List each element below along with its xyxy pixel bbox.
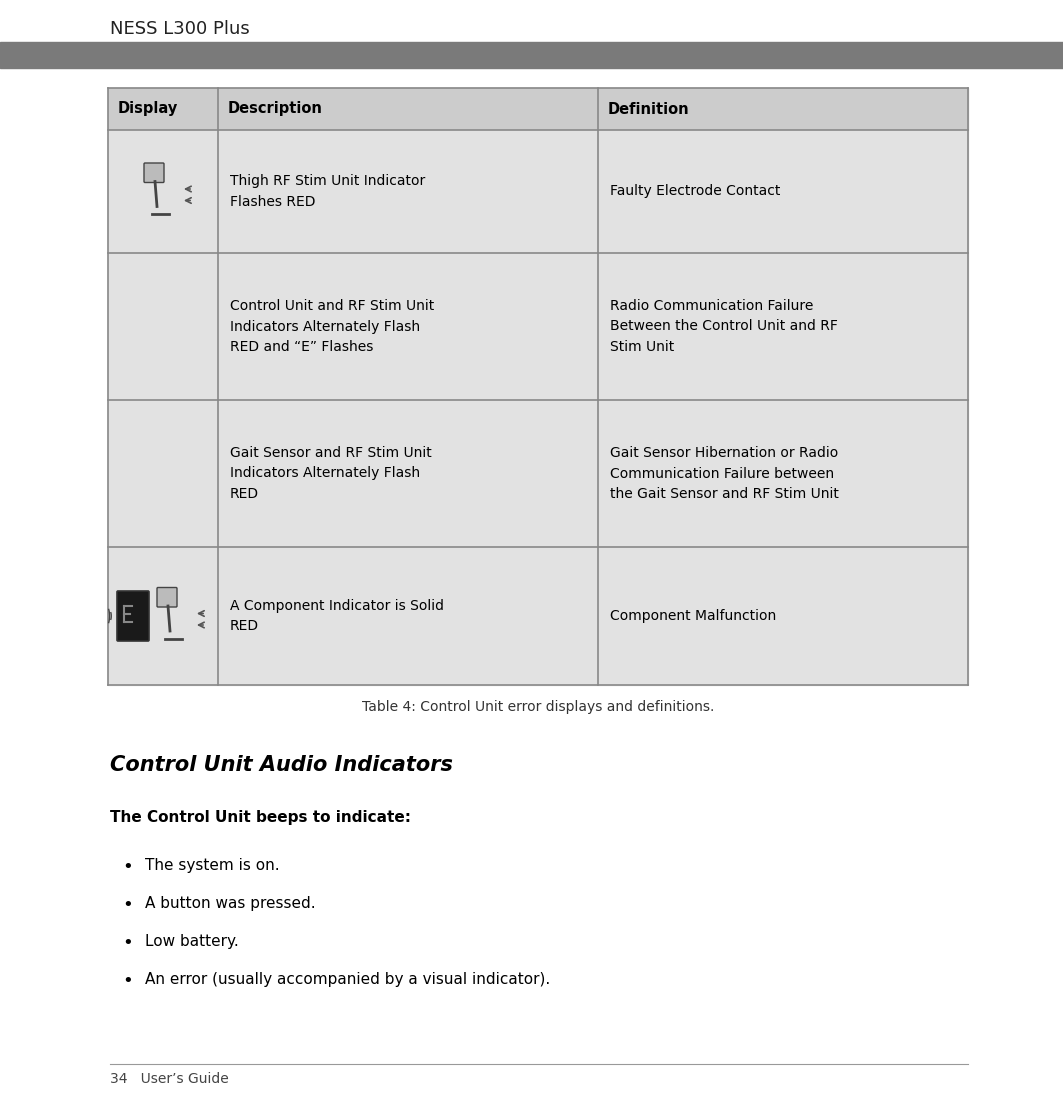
Text: An error (usually accompanied by a visual indicator).: An error (usually accompanied by a visua…: [145, 972, 551, 987]
Text: 34   User’s Guide: 34 User’s Guide: [109, 1072, 229, 1086]
Text: •: •: [122, 934, 133, 952]
Text: Definition: Definition: [608, 101, 690, 116]
Text: Radio Communication Failure
Between the Control Unit and RF
Stim Unit: Radio Communication Failure Between the …: [610, 299, 838, 354]
Text: The Control Unit beeps to indicate:: The Control Unit beeps to indicate:: [109, 810, 411, 825]
Text: The system is on.: The system is on.: [145, 858, 280, 873]
Text: Low battery.: Low battery.: [145, 934, 239, 950]
Text: •: •: [122, 972, 133, 990]
Bar: [108, 130, 968, 253]
Text: Display: Display: [118, 101, 179, 116]
Text: Description: Description: [227, 101, 323, 116]
FancyBboxPatch shape: [157, 588, 178, 607]
Text: Control Unit and RF Stim Unit
Indicators Alternately Flash
RED and “E” Flashes: Control Unit and RF Stim Unit Indicators…: [230, 299, 435, 354]
Text: Gait Sensor Hibernation or Radio
Communication Failure between
the Gait Sensor a: Gait Sensor Hibernation or Radio Communi…: [610, 446, 839, 501]
Bar: [108, 547, 968, 685]
FancyBboxPatch shape: [144, 163, 164, 182]
Bar: [108, 88, 968, 130]
Text: •: •: [122, 896, 133, 914]
Text: Gait Sensor and RF Stim Unit
Indicators Alternately Flash
RED: Gait Sensor and RF Stim Unit Indicators …: [230, 446, 432, 501]
Bar: [108, 253, 968, 400]
Text: NESS L300 Plus: NESS L300 Plus: [109, 20, 250, 38]
Bar: [0, 42, 1063, 68]
Text: Component Malfunction: Component Malfunction: [610, 609, 776, 623]
Text: •: •: [122, 858, 133, 876]
Text: Control Unit Audio Indicators: Control Unit Audio Indicators: [109, 755, 453, 775]
Text: A Component Indicator is Solid
RED: A Component Indicator is Solid RED: [230, 599, 444, 633]
Text: Thigh RF Stim Unit Indicator
Flashes RED: Thigh RF Stim Unit Indicator Flashes RED: [230, 175, 425, 209]
Text: Faulty Electrode Contact: Faulty Electrode Contact: [610, 185, 780, 199]
Bar: [108, 400, 968, 547]
Text: Table 4: Control Unit error displays and definitions.: Table 4: Control Unit error displays and…: [361, 700, 714, 714]
Text: A button was pressed.: A button was pressed.: [145, 896, 316, 911]
FancyBboxPatch shape: [117, 591, 149, 641]
